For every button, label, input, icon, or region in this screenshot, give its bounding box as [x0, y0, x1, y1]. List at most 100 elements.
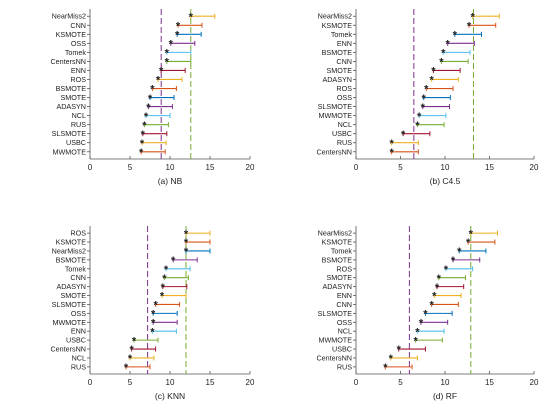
data-point-marker: * [142, 120, 147, 132]
y-tick-label: CNN [336, 300, 352, 309]
data-point-marker: * [184, 237, 189, 249]
data-point-marker: * [415, 120, 420, 132]
data-point-marker: * [389, 353, 394, 365]
data-point-marker: * [469, 228, 474, 240]
data-point-marker: * [184, 228, 189, 240]
subplot-caption: (a) NB [158, 176, 183, 186]
subplot-3: 0 5 10 15 20 NearMiss2 * KSMOTE * Tomek * BSMOTE * RO… [316, 226, 539, 401]
y-tick-label: RUS [71, 362, 86, 371]
y-tick-label: Tomek [331, 30, 353, 39]
data-point-marker: * [150, 326, 155, 338]
y-tick-label: SLSMOTE [52, 300, 87, 309]
data-point-marker: * [150, 84, 155, 96]
data-point-marker: * [417, 111, 422, 123]
y-tick-label: USBC [332, 345, 352, 354]
x-tick-label: 5 [398, 378, 403, 387]
data-point-marker: * [175, 30, 180, 42]
data-point-marker: * [148, 93, 153, 105]
data-point-marker: * [466, 237, 471, 249]
x-tick-label: 10 [166, 163, 175, 172]
data-point-marker: * [383, 362, 388, 374]
data-point-marker: * [159, 66, 164, 78]
x-tick-label: 0 [88, 378, 93, 387]
y-tick-label: KSMOTE [322, 21, 353, 30]
x-tick-label: 20 [246, 378, 255, 387]
y-tick-label: MWMOTE [52, 147, 86, 156]
y-tick-label: SLSMOTE [318, 309, 353, 318]
y-tick-label: OSS [71, 309, 86, 318]
y-tick-label: NearMiss2 [52, 12, 86, 21]
x-tick-label: 0 [354, 378, 359, 387]
data-point-marker: * [439, 57, 444, 69]
data-point-marker: * [430, 75, 435, 87]
y-tick-label: SMOTE [60, 93, 86, 102]
y-tick-label: SMOTE [326, 273, 352, 282]
data-point-marker: * [413, 335, 418, 347]
data-point-marker: * [169, 39, 174, 51]
x-tick-label: 15 [485, 163, 494, 172]
data-point-marker: * [156, 75, 161, 87]
x-tick-label: 15 [485, 378, 494, 387]
x-tick-label: 0 [354, 163, 359, 172]
y-tick-label: CentersNN [50, 57, 86, 66]
data-point-marker: * [431, 66, 436, 78]
data-point-marker: * [161, 282, 166, 294]
data-point-marker: * [141, 129, 146, 141]
data-point-marker: * [419, 317, 424, 329]
data-point-marker: * [446, 39, 451, 51]
y-tick-label: ENN [337, 39, 352, 48]
y-tick-label: BSMOTE [322, 255, 353, 264]
data-point-marker: * [437, 273, 442, 285]
x-tick-label: 5 [398, 163, 403, 172]
y-tick-label: USBC [332, 129, 352, 138]
y-tick-label: BSMOTE [56, 84, 87, 93]
data-point-marker: * [153, 300, 158, 312]
y-tick-label: NCL [338, 120, 352, 129]
x-tick-label: 10 [441, 163, 450, 172]
data-point-marker: * [160, 291, 165, 303]
y-tick-label: SLSMOTE [318, 102, 353, 111]
data-point-marker: * [453, 30, 458, 42]
data-point-marker: * [444, 264, 449, 276]
subplot-caption: (c) KNN [155, 391, 185, 401]
y-tick-label: CNN [70, 21, 86, 30]
data-point-marker: * [139, 147, 144, 159]
data-point-marker: * [176, 20, 181, 32]
y-tick-label: NearMiss2 [318, 12, 352, 21]
subplot-caption: (d) RF [433, 391, 457, 401]
y-tick-label: KSMOTE [322, 238, 353, 247]
subplot-caption: (b) C4.5 [430, 176, 461, 186]
x-tick-label: 0 [88, 163, 93, 172]
y-tick-label: Tomek [65, 264, 87, 273]
y-tick-label: KSMOTE [56, 238, 87, 247]
y-tick-label: ROS [70, 75, 86, 84]
y-tick-label: BSMOTE [56, 255, 87, 264]
data-point-marker: * [467, 20, 472, 32]
y-tick-label: OSS [337, 93, 352, 102]
y-tick-label: ADASYN [322, 282, 352, 291]
data-point-marker: * [140, 138, 145, 150]
y-tick-label: MWMOTE [52, 318, 86, 327]
y-tick-label: ADASYN [322, 75, 352, 84]
subplot-2: 0 5 10 15 20 ROS * KSMOTE * NearMiss2 * BSMOTE * Tome… [50, 226, 255, 401]
data-point-marker: * [151, 309, 156, 321]
data-point-marker: * [401, 129, 406, 141]
data-point-marker: * [184, 246, 189, 258]
data-point-marker: * [421, 102, 426, 114]
y-tick-label: ADASYN [56, 102, 86, 111]
subplot-1: 0 5 10 15 20 NearMiss2 * KSMOTE * Tomek * ENN * BSMOT… [316, 9, 539, 186]
y-tick-label: ENN [337, 291, 352, 300]
x-tick-label: 15 [206, 163, 215, 172]
y-tick-label: OSS [71, 39, 86, 48]
data-point-marker: * [189, 11, 194, 23]
x-tick-label: 15 [206, 378, 215, 387]
data-point-marker: * [430, 300, 435, 312]
y-tick-label: NCL [72, 111, 86, 120]
y-tick-label: RUS [337, 362, 352, 371]
y-tick-label: KSMOTE [56, 30, 87, 39]
y-tick-label: ROS [336, 264, 352, 273]
data-point-marker: * [435, 282, 440, 294]
y-tick-label: ROS [336, 84, 352, 93]
y-tick-label: NearMiss2 [52, 246, 86, 255]
y-tick-label: CNN [70, 273, 86, 282]
